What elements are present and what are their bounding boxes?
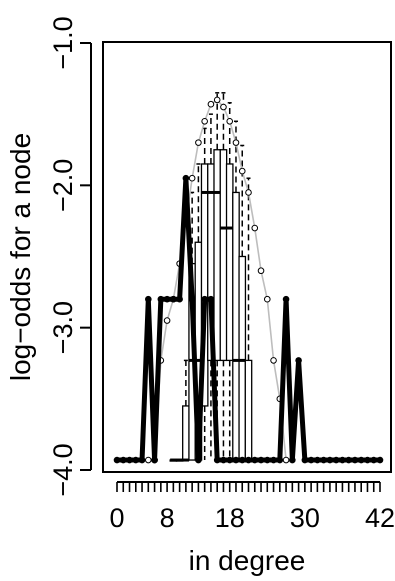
x-tick-label: 8 [160,503,175,533]
box-body [225,163,234,362]
gray-series-point [145,456,152,464]
box [232,120,240,461]
black-series-point [251,456,259,464]
black-series-point [370,456,378,464]
black-series-point [295,357,302,364]
black-series-point [263,456,271,464]
box [182,359,190,462]
y-tick-label: −3.0 [48,301,78,354]
box [219,92,228,461]
black-series-point [119,456,127,464]
gray-series-point [195,139,202,146]
black-series-point [245,456,252,464]
box-body [244,359,253,461]
box [244,177,253,462]
black-series-point [351,456,359,464]
box-body [238,255,247,461]
black-series-point [282,295,290,303]
box [225,102,234,461]
black-series-point [345,456,352,464]
gray-series-point [251,224,259,232]
black-series-point [138,456,146,464]
box [169,458,178,462]
black-series-point [357,456,365,464]
black-series-point [326,456,334,464]
box-body [213,149,222,362]
box-body [219,149,228,362]
y-axis-label: log−odds for a node [5,133,36,381]
gray-series-point [232,139,240,146]
x-axis-label: in degree [189,545,306,576]
black-series-point [257,456,265,464]
gray-series-point [188,174,196,182]
x-tick-label: 18 [215,503,245,533]
plot-frame [102,41,392,473]
gray-series-point [201,117,208,125]
gray-series-point [257,267,265,275]
black-series-point [276,456,284,464]
y-tick-label: −4.0 [48,443,78,496]
black-series-point [126,456,133,464]
black-series-point [314,456,321,464]
black-series-point [220,456,227,464]
y-tick-label: −2.0 [48,159,78,212]
box-body [182,405,190,461]
black-series-point [307,456,315,464]
black-series-point [163,295,171,303]
x-tick-label: 0 [109,503,124,533]
black-series-point [182,174,190,182]
black-series-point [113,456,121,464]
gray-series-point [213,96,221,104]
gray-series-point [226,117,234,125]
black-series-point [270,456,277,464]
y-axis: −4.0 −3.0 −2.0 −1.0 [48,16,92,497]
gray-series-point [263,295,271,303]
gray-series-point [245,189,252,196]
black-series-point [226,456,234,464]
black-series-point [170,295,177,303]
black-series-point [188,295,196,303]
box [175,458,184,462]
black-series-point [176,295,183,303]
box-series [169,92,253,462]
black-series-point [232,456,240,464]
box-body [232,191,240,461]
gray-series-point [207,100,215,108]
x-tick-label: 42 [365,503,395,533]
black-series-point [213,456,221,464]
black-series-point [289,456,296,464]
black-series-point [157,295,165,303]
black-series-point [145,295,152,303]
black-series-point [364,456,371,464]
x-tick-label: 30 [290,503,320,533]
black-series [113,174,384,464]
gray-series-point [270,357,277,364]
black-series-point [339,456,346,464]
black-series-point [320,456,327,464]
black-series-point [207,295,215,303]
black-series-point [376,456,384,464]
black-series-point [132,456,140,464]
gray-series-point [282,456,290,464]
black-series-point [201,295,208,303]
x-axis: 0 8 18 30 42 [109,481,395,533]
black-series-point [301,456,309,464]
box [238,144,247,461]
black-series-point [238,456,246,464]
black-series-point [151,456,158,464]
gray-series-point [220,103,227,111]
gray-series-point [238,167,246,175]
gray-series-point [163,317,171,324]
black-series-point [195,456,202,464]
black-series-point [332,456,340,464]
y-tick-label: −1.0 [48,16,78,69]
